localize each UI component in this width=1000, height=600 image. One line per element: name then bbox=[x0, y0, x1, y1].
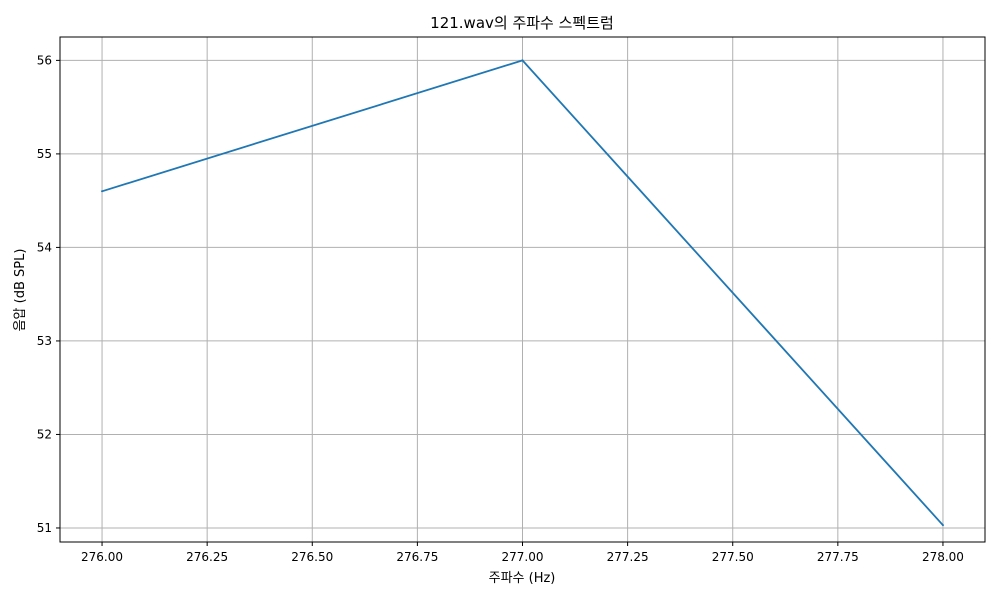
chart-title: 121.wav의 주파수 스펙트럼 bbox=[430, 14, 614, 32]
x-tick-label: 276.25 bbox=[186, 550, 228, 564]
grid bbox=[60, 37, 985, 542]
y-tick-label: 52 bbox=[37, 427, 52, 441]
x-tick-label: 277.75 bbox=[817, 550, 859, 564]
x-tick-label: 277.25 bbox=[607, 550, 649, 564]
y-tick-label: 54 bbox=[37, 240, 52, 254]
y-tick-label: 56 bbox=[37, 53, 52, 67]
x-tick-label: 278.00 bbox=[922, 550, 964, 564]
y-tick-label: 55 bbox=[37, 147, 52, 161]
y-tick-label: 53 bbox=[37, 334, 52, 348]
x-axis-title: 주파수 (Hz) bbox=[489, 571, 556, 586]
data-point bbox=[521, 59, 524, 62]
x-tick-label: 277.50 bbox=[712, 550, 754, 564]
x-tick-label: 276.75 bbox=[396, 550, 438, 564]
y-axis-title: 음압 (dB SPL) bbox=[13, 249, 28, 332]
series-layer bbox=[101, 59, 944, 527]
y-tick-label: 51 bbox=[37, 521, 52, 535]
x-tick-label: 276.50 bbox=[291, 550, 333, 564]
x-tick-label: 277.00 bbox=[502, 550, 544, 564]
ticks: 276.00 276.25 276.50 276.75 277.00 277.25 277.… bbox=[37, 53, 964, 564]
data-point bbox=[941, 524, 944, 527]
x-tick-label: 276.00 bbox=[81, 550, 123, 564]
data-point bbox=[101, 190, 104, 193]
